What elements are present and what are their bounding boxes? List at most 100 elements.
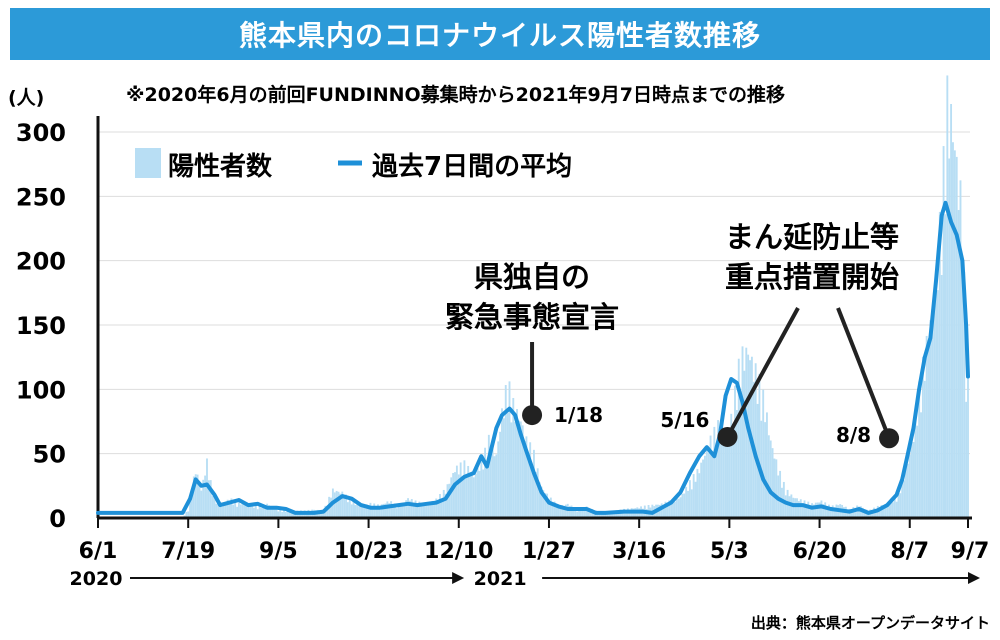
bar bbox=[339, 493, 342, 518]
bar bbox=[531, 467, 533, 518]
bar bbox=[350, 504, 353, 518]
bar bbox=[886, 503, 889, 518]
bar bbox=[700, 462, 703, 518]
bar bbox=[237, 502, 240, 518]
callout-text-state-emergency: 緊急事態宣言 bbox=[445, 300, 619, 334]
bar bbox=[429, 502, 432, 518]
bar bbox=[899, 493, 902, 518]
bar bbox=[570, 505, 573, 518]
bar bbox=[221, 506, 223, 518]
bar bbox=[482, 469, 485, 518]
bar bbox=[187, 511, 190, 518]
bar bbox=[378, 506, 381, 518]
bar bbox=[392, 506, 394, 518]
bar bbox=[470, 472, 473, 518]
bar bbox=[439, 494, 441, 518]
bar bbox=[493, 456, 496, 518]
bar bbox=[386, 501, 389, 518]
bar bbox=[330, 497, 332, 518]
bar bbox=[893, 496, 896, 518]
bar bbox=[245, 502, 248, 518]
bar bbox=[707, 452, 710, 518]
bar bbox=[326, 506, 329, 518]
bar bbox=[963, 271, 966, 518]
bar bbox=[371, 507, 374, 518]
bar bbox=[367, 506, 370, 518]
bar bbox=[826, 507, 829, 518]
bar bbox=[578, 508, 580, 518]
bar bbox=[758, 373, 761, 518]
bar bbox=[861, 507, 864, 518]
bar bbox=[908, 454, 911, 518]
bar bbox=[551, 504, 554, 518]
bar bbox=[681, 493, 684, 518]
bar bbox=[224, 503, 227, 518]
bar bbox=[486, 463, 488, 518]
bar bbox=[664, 501, 667, 518]
year-label-2021: 2021 bbox=[474, 568, 527, 590]
bar bbox=[335, 490, 338, 518]
bar bbox=[658, 504, 661, 518]
bar bbox=[395, 508, 398, 518]
y-tick-label: 150 bbox=[16, 312, 66, 340]
bar bbox=[474, 473, 477, 518]
bar bbox=[692, 474, 695, 518]
bar bbox=[628, 509, 631, 518]
bar bbox=[946, 75, 949, 518]
bar bbox=[762, 389, 765, 518]
bar bbox=[820, 500, 823, 518]
bar bbox=[226, 499, 229, 518]
bar bbox=[670, 504, 673, 518]
bar bbox=[358, 506, 361, 518]
bar bbox=[215, 503, 218, 518]
bar bbox=[206, 458, 208, 518]
bar bbox=[352, 501, 355, 518]
bar bbox=[279, 509, 282, 518]
bar bbox=[478, 470, 481, 518]
bar bbox=[414, 500, 417, 518]
bar bbox=[418, 501, 421, 518]
bar bbox=[408, 500, 411, 518]
chart-title: 熊本県内のコロナウイルス陽性者数推移 bbox=[238, 19, 761, 52]
bar bbox=[957, 210, 960, 518]
bar bbox=[604, 513, 607, 518]
bar bbox=[320, 510, 323, 518]
bar bbox=[527, 456, 530, 518]
bar bbox=[264, 505, 267, 518]
bar bbox=[298, 512, 300, 518]
bar bbox=[690, 489, 693, 518]
annotation-marker bbox=[879, 428, 900, 449]
bar bbox=[625, 510, 627, 518]
bar bbox=[517, 420, 520, 518]
bar bbox=[286, 510, 289, 518]
legend-bar-swatch bbox=[135, 148, 161, 178]
bar bbox=[463, 460, 466, 518]
bar bbox=[677, 498, 680, 518]
bar bbox=[858, 506, 860, 518]
bar bbox=[613, 511, 616, 518]
bar bbox=[890, 500, 892, 518]
bar bbox=[284, 511, 287, 518]
bar bbox=[897, 490, 900, 518]
annotation-date-label: 8/8 bbox=[836, 423, 871, 447]
bar bbox=[696, 468, 699, 518]
bar bbox=[929, 320, 932, 518]
bar bbox=[703, 455, 706, 518]
bar bbox=[213, 493, 216, 518]
bar bbox=[967, 358, 969, 518]
bar bbox=[660, 503, 663, 518]
bar bbox=[258, 505, 261, 518]
chart-subtitle: ※2020年6月の前回FUNDINNO募集時から2021年9月7日時点までの推移 bbox=[126, 83, 785, 106]
annotation-date-label: 1/18 bbox=[554, 403, 603, 427]
bar bbox=[766, 412, 768, 518]
bar bbox=[801, 504, 804, 518]
bar bbox=[354, 505, 357, 518]
bar bbox=[561, 505, 564, 518]
bar bbox=[754, 363, 757, 518]
bar bbox=[741, 346, 744, 518]
bar bbox=[548, 499, 550, 518]
legend-label-positives: 陽性者数 bbox=[168, 152, 273, 182]
bar bbox=[318, 511, 321, 518]
bar bbox=[574, 507, 577, 518]
bar bbox=[362, 505, 364, 518]
